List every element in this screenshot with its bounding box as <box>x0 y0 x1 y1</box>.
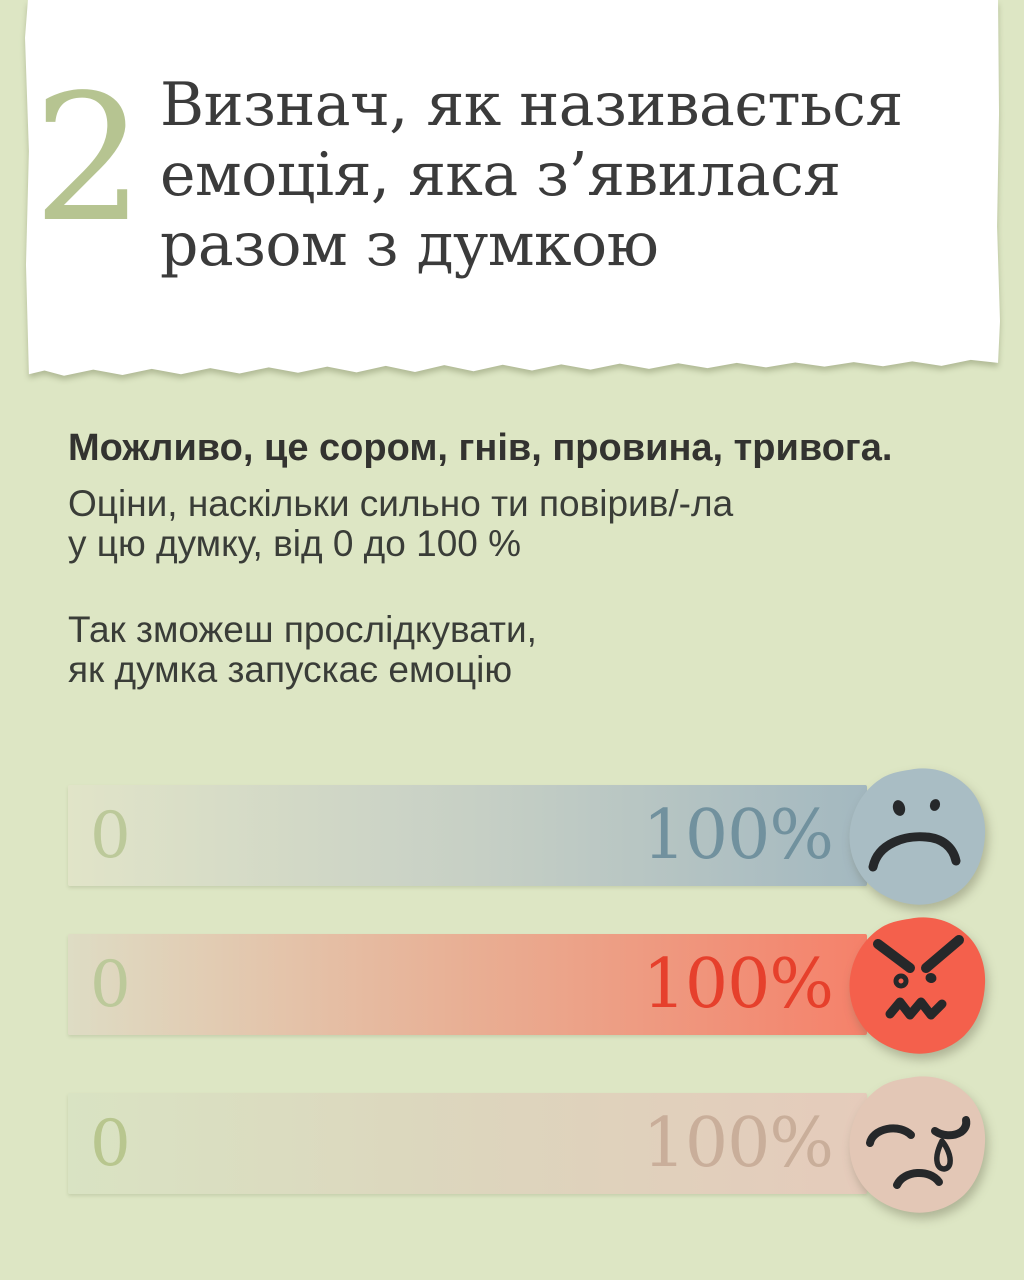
intensity-bar-angry: 0 100% <box>68 934 867 1035</box>
title-line-1: Визнач, як називається <box>160 70 903 140</box>
title-line-2: емоція, яка з’явилася <box>160 140 841 210</box>
step-number: 2 <box>33 58 145 261</box>
min-label: 0 <box>90 798 131 873</box>
title-line-3: разом з думкою <box>160 210 659 280</box>
intro-bold-line: Можливо, це сором, гнів, провина, тривог… <box>68 427 893 469</box>
min-label: 0 <box>90 947 131 1022</box>
track-line-1: Так зможеш прослідкувати, <box>68 609 537 650</box>
sad-face-icon <box>849 768 986 905</box>
track-line-2: як думка запускає емоцію <box>68 649 513 690</box>
intensity-bar-sad: 0 100% <box>68 785 867 886</box>
min-label: 0 <box>90 1106 131 1181</box>
rate-line-1: Оціни, наскільки сильно ти повірив/-ла <box>68 483 734 524</box>
intensity-bar-crying: 0 100% <box>68 1093 867 1194</box>
intro-track-text: Так зможеш прослідкувати, як думка запус… <box>68 610 537 690</box>
angry-face-icon <box>849 917 986 1054</box>
max-label: 100% <box>642 1103 834 1183</box>
max-label: 100% <box>642 944 834 1024</box>
title-card <box>25 0 1000 378</box>
page-title: Визнач, як називається емоція, яка з’яви… <box>160 70 903 280</box>
rate-line-2: у цю думку, від 0 до 100 % <box>68 523 522 564</box>
crying-face-icon <box>849 1076 986 1213</box>
max-label: 100% <box>642 795 834 875</box>
intro-rate-text: Оціни, наскільки сильно ти повірив/-ла у… <box>68 484 733 564</box>
title-card-paper <box>25 0 1000 376</box>
